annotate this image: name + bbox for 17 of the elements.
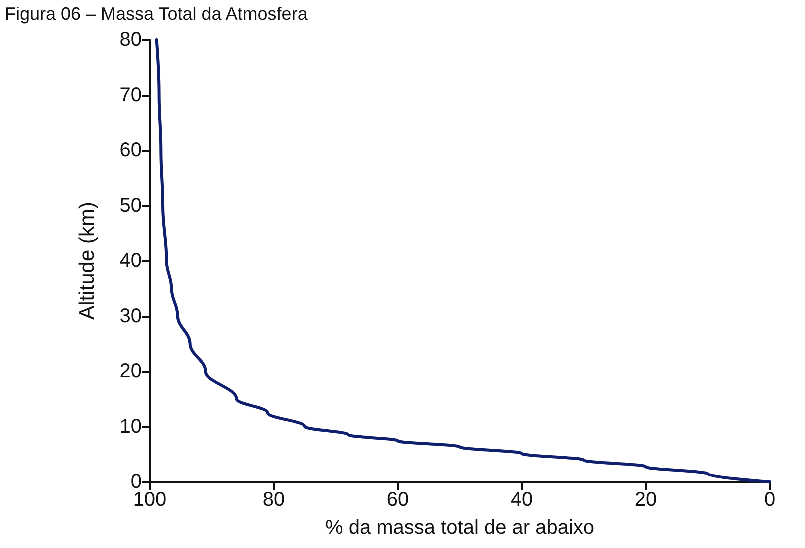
y-tick-label: 50 (120, 194, 142, 217)
y-tick-label: 40 (120, 250, 142, 272)
x-tick-label: 40 (510, 489, 534, 511)
y-axis-title: Altitude (km) (76, 202, 99, 320)
chart-title: Figura 06 – Massa Total da Atmosfera (5, 4, 309, 24)
x-tick-label: 80 (262, 489, 286, 511)
x-tick-label: 60 (386, 489, 410, 511)
x-tick-label: 20 (634, 489, 658, 511)
y-tick-label: 80 (120, 29, 142, 51)
y-tick-label: 70 (120, 84, 142, 106)
y-tick-label: 30 (120, 305, 142, 328)
x-axis-title: % da massa total de ar abaixo (325, 517, 595, 539)
y-tick-label: 60 (120, 140, 142, 162)
line-series (155, 38, 772, 484)
x-tick-label: 0 (764, 489, 776, 511)
y-tick-label: 10 (120, 416, 142, 438)
y-tick-label: 20 (120, 360, 142, 382)
